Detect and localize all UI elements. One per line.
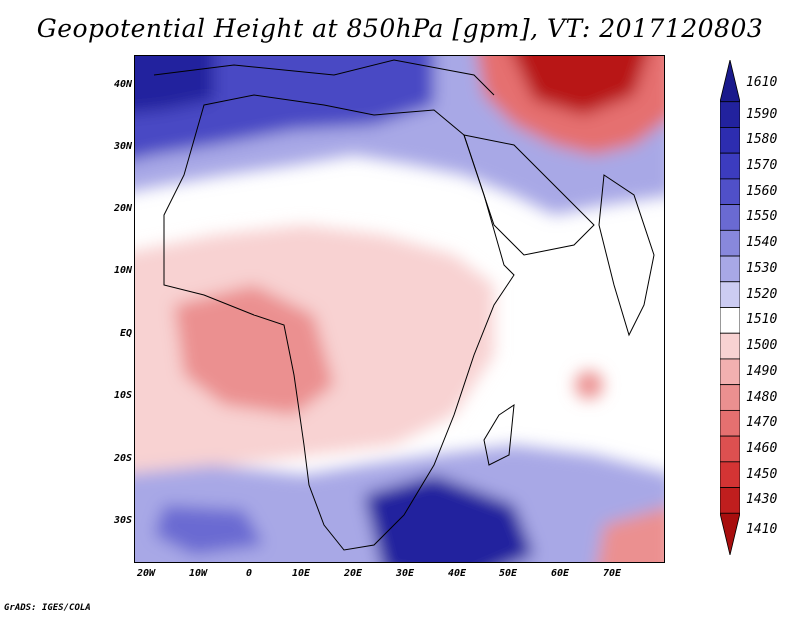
lon-label: 10W: [188, 568, 208, 579]
lat-label: 40N: [113, 79, 132, 90]
colorbar-swatch: [720, 384, 740, 411]
colorbar-swatch: [720, 461, 740, 488]
lat-label: 20N: [113, 203, 132, 214]
colorbar-level-label: 1580: [746, 132, 778, 148]
arabia-coastline: [463, 134, 595, 256]
colorbar-level-label: 1460: [746, 440, 778, 456]
colorbar-level-label: 1540: [746, 235, 778, 251]
colorbar-swatch: [720, 487, 740, 514]
lon-label: 10E: [291, 568, 311, 579]
colorbar-swatch: [720, 307, 740, 334]
colorbar-level-label: 1490: [746, 363, 778, 379]
colorbar-level-label: 1510: [746, 312, 778, 328]
lon-label: 20W: [136, 568, 156, 579]
lon-label: 60E: [550, 568, 570, 579]
colorbar-swatch: [720, 409, 740, 437]
south-high-secondary: [154, 505, 264, 555]
lat-label: 10S: [113, 390, 132, 401]
lon-label: 20E: [343, 568, 363, 579]
map-border: [134, 55, 665, 563]
colorbar-swatch: [720, 178, 740, 206]
colorbar-swatch: [720, 152, 740, 180]
colorbar-swatch: [720, 229, 740, 257]
colorbar-level-label: 1520: [746, 286, 778, 302]
lat-label: EQ: [119, 328, 132, 339]
colorbar-swatch: [720, 60, 740, 103]
colorbar-swatch: [720, 204, 740, 231]
colorbar-swatch: [720, 255, 740, 283]
colorbar-swatch: [720, 332, 740, 360]
colorbar-swatch: [720, 281, 740, 308]
colorbar-level-label: 1530: [746, 260, 778, 276]
colorbar-swatch: [720, 101, 740, 128]
equatorial-low-core: [174, 285, 334, 415]
africa-coastline: [163, 94, 515, 551]
indian-ocean-low: [575, 371, 603, 399]
colorbar-level-label: 1470: [746, 415, 778, 431]
colorbar-level-label: 1480: [746, 389, 778, 405]
lon-label: 50E: [498, 568, 518, 579]
colorbar: [720, 60, 740, 555]
lat-label: 10N: [113, 265, 132, 276]
colorbar-level-label: 1590: [746, 106, 778, 122]
lon-label: 30E: [395, 568, 415, 579]
colorbar-level-label: 1560: [746, 183, 778, 199]
asia-low-core: [513, 55, 648, 115]
colorbar-swatch: [720, 512, 740, 555]
colorbar-level-label: 1450: [746, 466, 778, 482]
lon-label: 40E: [447, 568, 467, 579]
south-high-core: [364, 475, 534, 563]
colorbar-swatch: [720, 127, 740, 154]
colorbar-level-label: 1500: [746, 338, 778, 354]
madagascar-coastline: [483, 403, 515, 466]
lon-label: 70E: [602, 568, 622, 579]
se-low-corner: [597, 507, 665, 563]
colorbar-level-label: 1610: [746, 74, 778, 90]
colorbar-level-label: 1430: [746, 492, 778, 508]
india-coastline: [598, 174, 655, 337]
chart-title: Geopotential Height at 850hPa [gpm], VT:…: [36, 14, 764, 43]
colorbar-level-label: 1410: [746, 522, 778, 538]
credit-text: GrADS: IGES/COLA: [4, 603, 91, 613]
lat-label: 30N: [113, 141, 132, 152]
geopotential-map: [134, 55, 665, 563]
lat-label: 20S: [113, 453, 132, 464]
lon-label: 0: [245, 568, 253, 579]
colorbar-level-label: 1550: [746, 209, 778, 225]
lat-label: 30S: [113, 515, 132, 526]
colorbar-swatch: [720, 358, 740, 386]
europe-coastline: [153, 59, 495, 96]
colorbar-swatch: [720, 435, 740, 463]
colorbar-level-label: 1570: [746, 158, 778, 174]
